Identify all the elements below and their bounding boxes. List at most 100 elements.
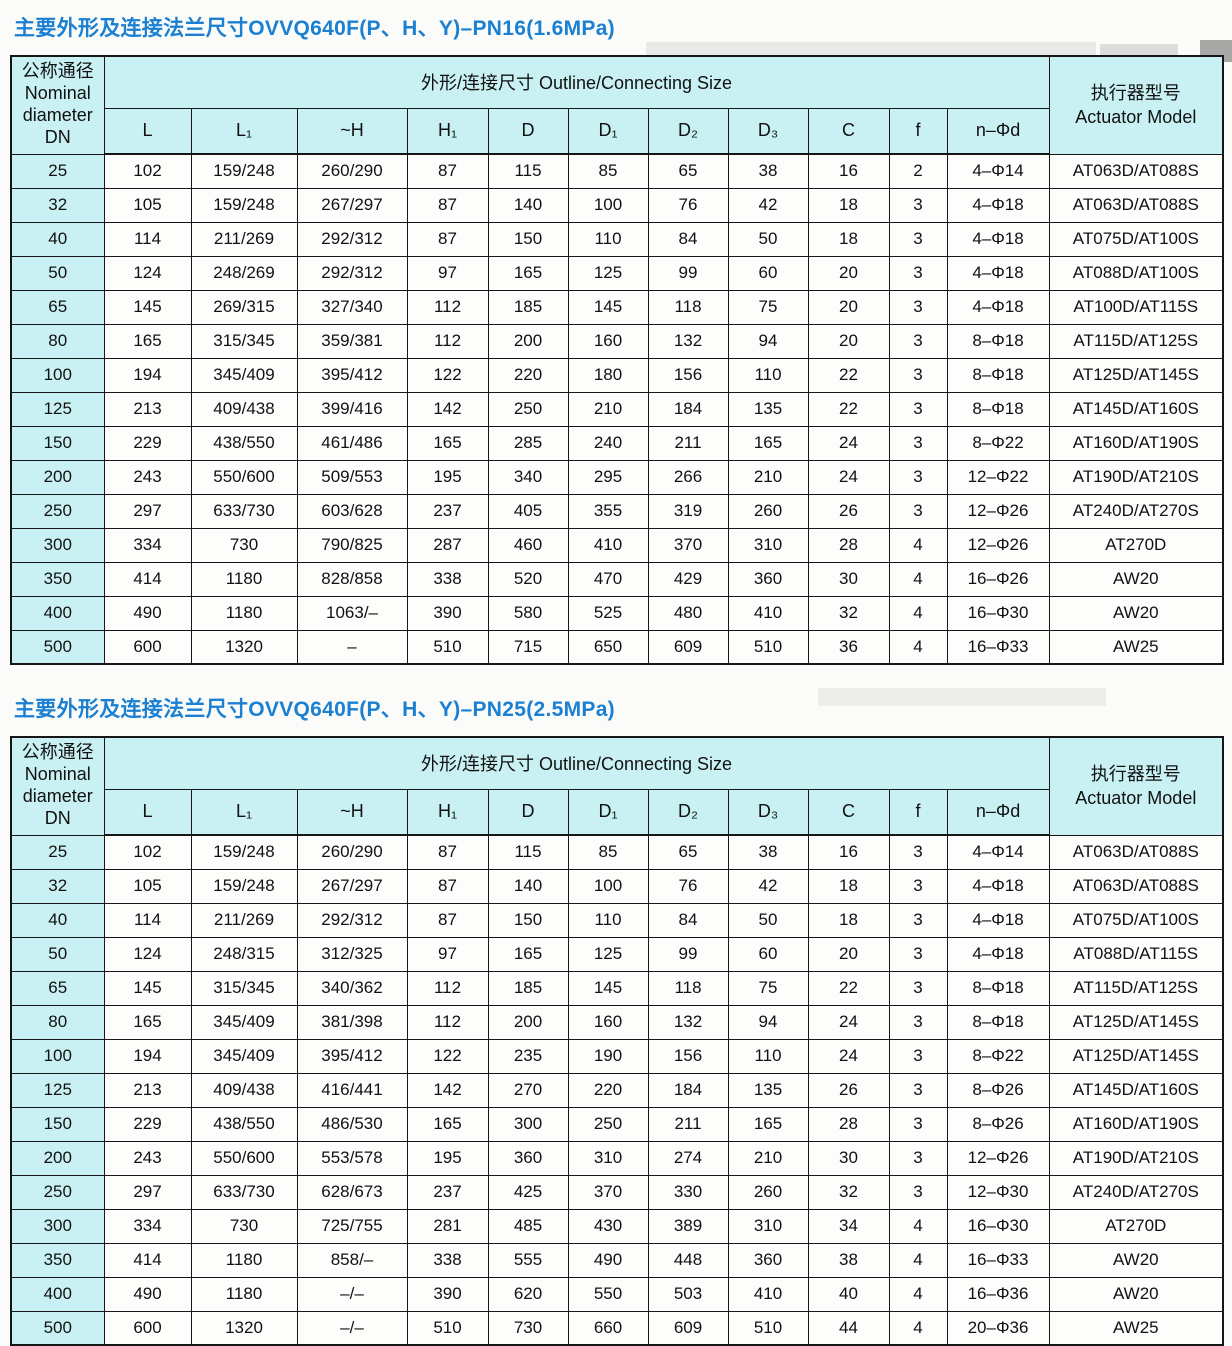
dim-cell: 4 — [888, 629, 948, 665]
actuator-cell: AT190D/AT210S — [1048, 1140, 1224, 1176]
dim-cell: 213 — [103, 391, 192, 427]
dim-cell: 145 — [103, 289, 192, 325]
actuator-cell: AT063D/AT088S — [1048, 834, 1224, 870]
dim-cell: 85 — [567, 834, 649, 870]
dn-cell: 40 — [10, 221, 105, 257]
table-row: 350 414 1180 828/858 338 520 470 429 360 30 4 16–Φ2… — [10, 561, 1224, 597]
dim-cell: 24 — [807, 425, 890, 461]
dim-cell: 287 — [406, 527, 489, 563]
column-header-7: D₃ — [727, 788, 809, 836]
dim-cell: 292/312 — [296, 902, 408, 938]
dim-cell: 250 — [567, 1106, 649, 1142]
dim-cell: 250 — [487, 391, 569, 427]
actuator-header-line-en: Actuator Model — [1075, 107, 1197, 128]
table-row: 125 213 409/438 399/416 142 250 210 184 135 22 3 8–… — [10, 391, 1224, 427]
dn-cell: 300 — [10, 1208, 105, 1244]
dim-cell: 110 — [567, 221, 649, 257]
dim-cell: 3 — [888, 1106, 948, 1142]
dim-cell: 4–Φ14 — [946, 153, 1050, 189]
dim-cell: 125 — [567, 936, 649, 972]
actuator-cell: AW20 — [1048, 1242, 1224, 1278]
actuator-cell: AW25 — [1048, 629, 1224, 665]
dim-cell: 281 — [406, 1208, 489, 1244]
dim-cell: 248/269 — [190, 255, 298, 291]
dim-cell: 211 — [647, 425, 729, 461]
dim-cell: 609 — [647, 629, 729, 665]
dim-cell: 145 — [567, 289, 649, 325]
dim-cell: 1180 — [190, 1242, 298, 1278]
dim-cell: 550 — [567, 1276, 649, 1312]
dim-cell: 110 — [567, 902, 649, 938]
dim-cell: 84 — [647, 221, 729, 257]
dim-cell: 114 — [103, 221, 192, 257]
dim-cell: 122 — [406, 357, 489, 393]
dim-cell: 725/755 — [296, 1208, 408, 1244]
dim-cell: 76 — [647, 187, 729, 223]
dim-cell: 370 — [647, 527, 729, 563]
dim-cell: 142 — [406, 391, 489, 427]
dim-cell: 334 — [103, 1208, 192, 1244]
dim-cell: 211 — [647, 1106, 729, 1142]
dim-cell: 165 — [406, 425, 489, 461]
dim-cell: 210 — [727, 459, 809, 495]
dim-cell: 142 — [406, 1072, 489, 1108]
dim-cell: 150 — [487, 902, 569, 938]
dim-cell: 390 — [406, 1276, 489, 1312]
dim-cell: 87 — [406, 187, 489, 223]
column-header-7: D₃ — [727, 107, 809, 155]
dim-cell: 360 — [487, 1140, 569, 1176]
dim-cell: 520 — [487, 561, 569, 597]
dim-cell: 248/315 — [190, 936, 298, 972]
dim-cell: 12–Φ30 — [946, 1174, 1050, 1210]
dim-cell: 4 — [888, 1208, 948, 1244]
dim-cell: 18 — [807, 221, 890, 257]
actuator-column-header: 执行器型号 Actuator Model — [1048, 55, 1224, 155]
dim-cell: 310 — [727, 527, 809, 563]
dim-cell: 858/– — [296, 1242, 408, 1278]
dim-cell: 65 — [647, 153, 729, 189]
dim-cell: 12–Φ26 — [946, 493, 1050, 529]
actuator-cell: AT088D/AT115S — [1048, 936, 1224, 972]
column-header-6: D₂ — [647, 107, 729, 155]
dim-cell: 260/290 — [296, 834, 408, 870]
dim-cell: 345/409 — [190, 357, 298, 393]
dn-cell: 300 — [10, 527, 105, 563]
dim-cell: 3 — [888, 936, 948, 972]
dim-cell: 470 — [567, 561, 649, 597]
dim-cell: 1320 — [190, 1310, 298, 1346]
dim-cell: 165 — [727, 425, 809, 461]
dim-cell: 112 — [406, 289, 489, 325]
table-row: 25 102 159/248 260/290 87 115 85 65 38 16 3 4–Φ14 AT… — [10, 834, 1224, 870]
dim-cell: 165 — [487, 255, 569, 291]
dim-cell: 87 — [406, 834, 489, 870]
dn-cell: 125 — [10, 1072, 105, 1108]
column-header-2: ~H — [296, 788, 408, 836]
dim-cell: 240 — [567, 425, 649, 461]
dim-cell: 340 — [487, 459, 569, 495]
dim-cell: 395/412 — [296, 357, 408, 393]
column-header-0: L — [103, 107, 192, 155]
dim-cell: 4 — [888, 527, 948, 563]
dim-cell: 503 — [647, 1276, 729, 1312]
pn25-dimension-table: 公称通径 Nominal diameter DN 外形/连接尺寸 Outline… — [10, 736, 1225, 1346]
actuator-cell: AT063D/AT088S — [1048, 868, 1224, 904]
dim-cell: 525 — [567, 595, 649, 631]
dim-cell: 24 — [807, 1038, 890, 1074]
table-row: 100 194 345/409 395/412 122 220 180 156 110 22 3 8–… — [10, 357, 1224, 393]
dim-cell: 28 — [807, 1106, 890, 1142]
dim-cell: 159/248 — [190, 834, 298, 870]
dim-cell: 730 — [190, 527, 298, 563]
dim-cell: 8–Φ26 — [946, 1106, 1050, 1142]
dim-cell: 165 — [727, 1106, 809, 1142]
pn16-dimension-table: 公称通径 Nominal diameter DN 外形/连接尺寸 Outline… — [10, 55, 1225, 665]
dim-cell: 310 — [727, 1208, 809, 1244]
dim-cell: 135 — [727, 1072, 809, 1108]
dim-cell: 210 — [727, 1140, 809, 1176]
dn-header-line-en2: diameter — [22, 786, 93, 807]
column-header-3: H₁ — [406, 107, 489, 155]
column-header-10: n–Φd — [946, 107, 1050, 155]
dim-cell: 165 — [406, 1106, 489, 1142]
table-row: 150 229 438/550 461/486 165 285 240 211 165 24 3 8–… — [10, 425, 1224, 461]
column-header-2: ~H — [296, 107, 408, 155]
